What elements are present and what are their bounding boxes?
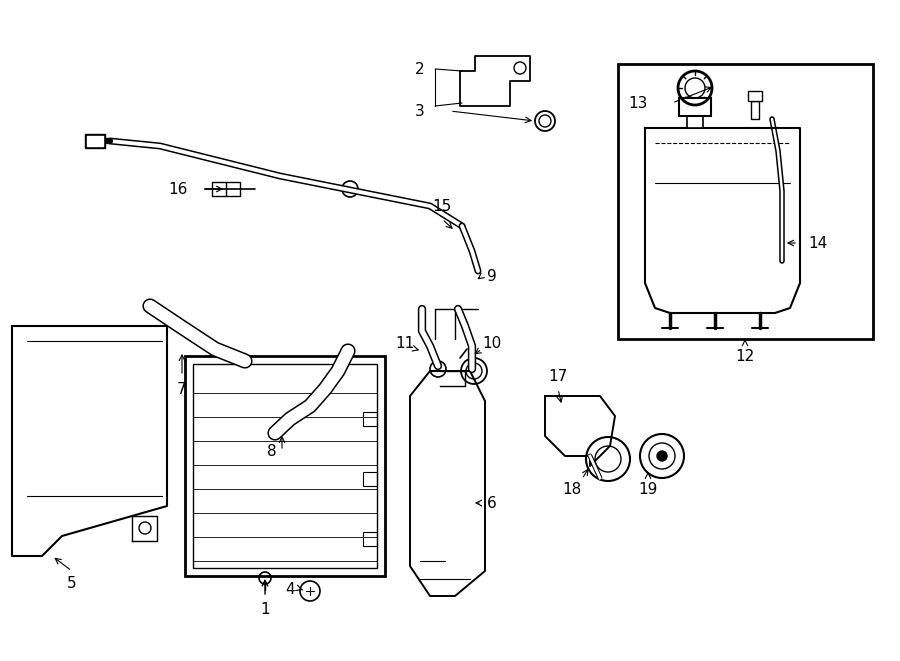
Text: 19: 19 (638, 481, 658, 496)
Text: 14: 14 (808, 235, 828, 251)
Circle shape (657, 451, 667, 461)
Bar (679, 98, 711, 116)
Polygon shape (545, 396, 615, 466)
Text: 6: 6 (487, 496, 497, 510)
Text: 5: 5 (68, 576, 76, 590)
Text: 17: 17 (548, 368, 568, 383)
Bar (687, 116, 703, 128)
Bar (748, 91, 762, 101)
Bar (193, 364, 377, 568)
Text: 3: 3 (415, 104, 425, 118)
Text: 7: 7 (177, 381, 187, 397)
Text: 2: 2 (415, 61, 425, 77)
Polygon shape (132, 516, 157, 541)
Polygon shape (645, 128, 800, 313)
Polygon shape (12, 326, 167, 556)
Text: 8: 8 (267, 444, 277, 459)
Bar (85, 134, 105, 148)
Polygon shape (460, 56, 530, 106)
Text: 11: 11 (395, 336, 415, 350)
Bar (363, 412, 377, 426)
Polygon shape (410, 371, 485, 596)
Bar (185, 356, 385, 576)
Text: 18: 18 (562, 481, 581, 496)
Text: 10: 10 (482, 336, 501, 350)
Bar (363, 532, 377, 546)
Text: 13: 13 (628, 95, 648, 110)
Bar (618, 64, 873, 339)
Bar (212, 182, 240, 196)
Bar (87, 136, 103, 146)
Text: 16: 16 (168, 182, 188, 196)
Text: 1: 1 (260, 602, 270, 617)
Bar (751, 101, 759, 119)
Text: 12: 12 (735, 348, 754, 364)
Text: 4: 4 (285, 582, 295, 596)
Text: 9: 9 (487, 268, 497, 284)
Text: 15: 15 (432, 198, 452, 214)
Bar (363, 472, 377, 486)
